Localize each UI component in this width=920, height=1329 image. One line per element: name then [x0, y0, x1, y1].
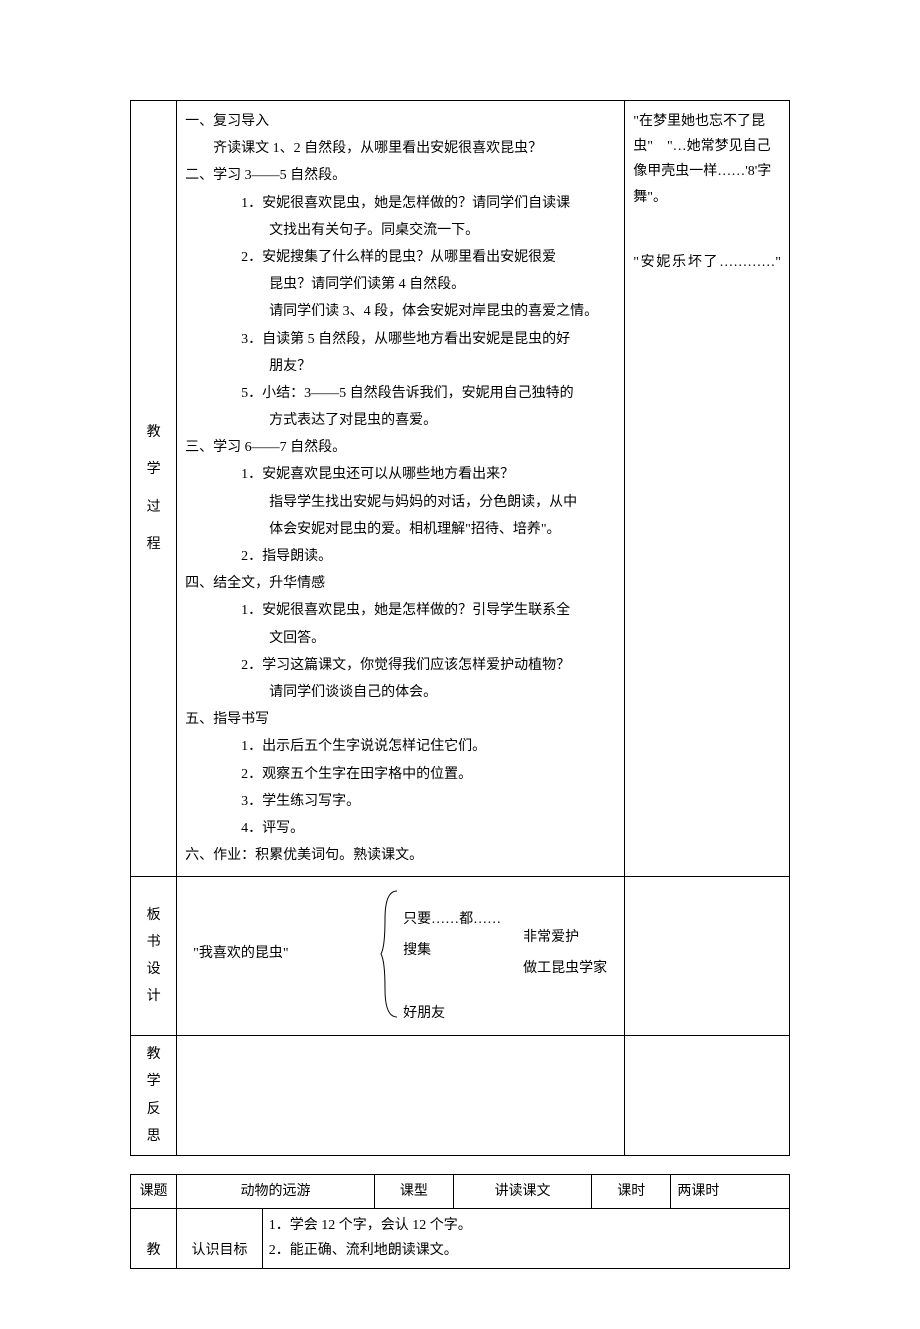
list-item: 2．学习这篇课文，你觉得我们应该怎样爱护动植物？ — [185, 653, 616, 678]
header-topic-label: 课题 — [131, 1175, 177, 1209]
board-design-title: "我喜欢的昆虫" — [193, 941, 288, 966]
list-item: 2．安妮搜集了什么样的昆虫？从哪里看出安妮很爱 — [185, 245, 616, 270]
body-text: 昆虫？请同学们读第 4 自然段。 — [185, 272, 616, 297]
header-topic-value: 动物的远游 — [177, 1175, 375, 1209]
label-char: 书 — [137, 930, 170, 955]
body-text: 朋友？ — [185, 354, 616, 379]
board-design-sidenote — [625, 877, 790, 1036]
body-text: 体会安妮对昆虫的爱。相机理解"招待、培养"。 — [185, 517, 616, 542]
teaching-process-row: 教 学 过 程 一、复习导入 齐读课文 1、2 自然段，从哪里看出安妮很喜欢昆虫… — [131, 101, 790, 877]
cognitive-goals: 1．学会 12 个字，会认 12 个字。 2．能正确、流利地朗读课文。 — [262, 1209, 789, 1268]
teaching-process-content: 一、复习导入 齐读课文 1、2 自然段，从哪里看出安妮很喜欢昆虫？ 二、学习 3… — [177, 101, 625, 877]
goals-row: 教 认识目标 1．学会 12 个字，会认 12 个字。 2．能正确、流利地朗读课… — [131, 1209, 790, 1268]
board-item: 搜集 — [403, 938, 501, 963]
section-heading: 三、学习 6——7 自然段。 — [185, 435, 616, 460]
lesson-plan-table-2: 课题 动物的远游 课型 讲读课文 课时 两课时 教 认识目标 1．学会 12 个… — [130, 1174, 790, 1269]
body-text: 请同学们谈谈自己的体会。 — [185, 680, 616, 705]
label-char: 思 — [137, 1124, 170, 1149]
label-char: 板 — [137, 903, 170, 928]
lesson-plan-table-1: 教 学 过 程 一、复习导入 齐读课文 1、2 自然段，从哪里看出安妮很喜欢昆虫… — [130, 100, 790, 1156]
list-item: 2．观察五个生字在田字格中的位置。 — [185, 762, 616, 787]
list-item: 5．小结：3——5 自然段告诉我们，安妮用自己独特的 — [185, 381, 616, 406]
label-char: 教 — [137, 420, 170, 445]
row-label-teach: 教 — [131, 1209, 177, 1268]
body-text: 指导学生找出安妮与妈妈的对话，分色朗读，从中 — [185, 490, 616, 515]
list-item: 1．安妮很喜欢昆虫，她是怎样做的？引导学生联系全 — [185, 598, 616, 623]
list-item: 1．安妮很喜欢昆虫，她是怎样做的？请同学们自读课 — [185, 191, 616, 216]
label-char: 学 — [137, 1069, 170, 1094]
header-row: 课题 动物的远游 课型 讲读课文 课时 两课时 — [131, 1175, 790, 1209]
section-heading: 六、作业：积累优美词句。熟读课文。 — [185, 843, 616, 868]
goal-item: 2．能正确、流利地朗读课文。 — [269, 1238, 783, 1263]
label-char: 计 — [137, 984, 170, 1009]
row-label-teaching-process: 教 学 过 程 — [131, 101, 177, 877]
section-heading: 五、指导书写 — [185, 707, 616, 732]
list-item: 1．安妮喜欢昆虫还可以从哪些地方看出来？ — [185, 462, 616, 487]
row-label-board-design: 板 书 设 计 — [131, 877, 177, 1036]
board-design-content: "我喜欢的昆虫" 只要……都…… 搜集 好朋友 非常爱护 做工昆虫学家 — [177, 877, 625, 1036]
label-char: 设 — [137, 957, 170, 982]
section-heading: 四、结全文，升华情感 — [185, 571, 616, 596]
header-type-label: 课型 — [374, 1175, 453, 1209]
header-period-label: 课时 — [592, 1175, 671, 1209]
list-item: 2．指导朗读。 — [185, 544, 616, 569]
board-item: 非常爱护 — [523, 925, 607, 950]
reflection-row: 教 学 反 思 — [131, 1036, 790, 1156]
goal-item: 1．学会 12 个字，会认 12 个字。 — [269, 1213, 783, 1238]
label-char: 教 — [137, 1042, 170, 1067]
label-char: 学 — [137, 457, 170, 482]
teaching-process-sidenote: "在梦里她也忘不了昆虫" "…她常梦见自己像甲壳虫一样……'8'字舞"。 "安妮… — [625, 101, 790, 877]
list-item: 3．学生练习写字。 — [185, 789, 616, 814]
header-period-value: 两课时 — [671, 1175, 790, 1209]
label-char: 程 — [137, 532, 170, 557]
board-item: 做工昆虫学家 — [523, 956, 607, 981]
board-design-diagram: "我喜欢的昆虫" 只要……都…… 搜集 好朋友 非常爱护 做工昆虫学家 — [183, 881, 618, 1031]
sidenote-text: "安妮乐坏了…………" — [633, 250, 781, 275]
header-type-value: 讲读课文 — [453, 1175, 591, 1209]
section-heading: 一、复习导入 — [185, 109, 616, 134]
body-text: 文找出有关句子。同桌交流一下。 — [185, 218, 616, 243]
cognitive-goal-label: 认识目标 — [177, 1209, 263, 1268]
body-text: 方式表达了对昆虫的喜爱。 — [185, 408, 616, 433]
board-design-right: 非常爱护 做工昆虫学家 — [523, 919, 607, 987]
body-text: 齐读课文 1、2 自然段，从哪里看出安妮很喜欢昆虫？ — [185, 136, 616, 161]
brace-icon — [379, 889, 399, 1019]
label-char: 反 — [137, 1097, 170, 1122]
list-item: 4．评写。 — [185, 816, 616, 841]
body-text: 文回答。 — [185, 626, 616, 651]
body-text: 请同学们读 3、4 段，体会安妮对岸昆虫的喜爱之情。 — [185, 299, 616, 324]
board-design-row: 板 书 设 计 "我喜欢的昆虫" 只要……都…… 搜集 好朋友 — [131, 877, 790, 1036]
list-item: 1．出示后五个生字说说怎样记住它们。 — [185, 734, 616, 759]
label-char: 过 — [137, 495, 170, 520]
reflection-sidenote — [625, 1036, 790, 1156]
board-design-items: 只要……都…… 搜集 好朋友 — [403, 901, 501, 1032]
board-item: 好朋友 — [403, 1001, 501, 1026]
section-heading: 二、学习 3——5 自然段。 — [185, 163, 616, 188]
sidenote-text: "在梦里她也忘不了昆虫" "…她常梦见自己像甲壳虫一样……'8'字舞"。 — [633, 109, 781, 210]
list-item: 3．自读第 5 自然段，从哪些地方看出安妮是昆虫的好 — [185, 327, 616, 352]
row-label-reflection: 教 学 反 思 — [131, 1036, 177, 1156]
board-item: 只要……都…… — [403, 907, 501, 932]
reflection-content — [177, 1036, 625, 1156]
